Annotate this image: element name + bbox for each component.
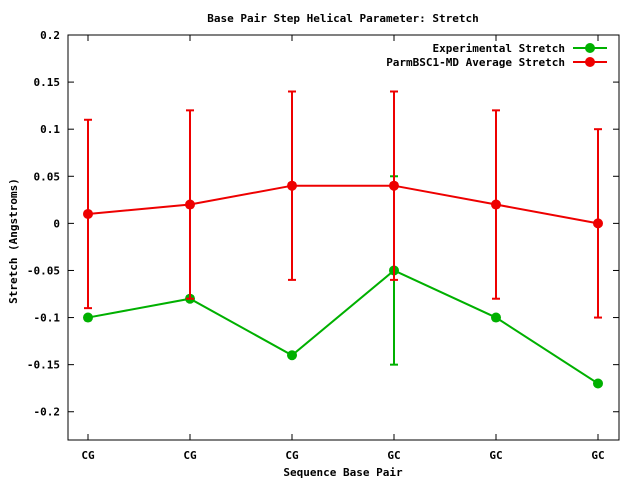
x-tick-label: CG (285, 449, 299, 462)
y-tick-label: 0.15 (34, 76, 61, 89)
data-point (593, 218, 603, 229)
y-axis-label: Stretch (Angstroms) (7, 178, 20, 304)
y-tick-label: -0.1 (34, 312, 61, 325)
data-point (491, 199, 501, 210)
plot-frame (67, 34, 620, 441)
data-point (389, 180, 399, 191)
legend-marker (585, 43, 595, 53)
data-point (83, 208, 93, 219)
data-point (491, 312, 501, 323)
x-tick-label: CG (81, 449, 95, 462)
x-tick-label: GC (387, 449, 400, 462)
x-axis-label: Sequence Base Pair (283, 466, 403, 479)
data-point (287, 180, 297, 191)
data-point (185, 199, 195, 210)
y-tick-label: 0.1 (40, 123, 60, 136)
data-point (593, 378, 603, 389)
chart-title: Base Pair Step Helical Parameter: Stretc… (207, 12, 479, 25)
x-tick-label: CG (183, 449, 197, 462)
legend-label: ParmBSC1-MD Average Stretch (386, 56, 565, 69)
y-tick-label: -0.15 (27, 359, 60, 372)
y-tick-label: -0.2 (34, 406, 61, 419)
y-tick-label: -0.05 (27, 264, 60, 277)
data-point (287, 350, 297, 361)
axis-ticks: 0.2 0.15 0.1 0.05 0 -0.05 -0.1 -0.15 -0.2 CG CG CG G… (27, 29, 619, 462)
series-layer (83, 90, 603, 389)
x-tick-label: GC (591, 449, 604, 462)
y-tick-label: 0.2 (40, 29, 60, 42)
data-point (83, 312, 93, 323)
y-tick-label: 0.05 (34, 170, 61, 183)
series-line (87, 184, 599, 225)
x-tick-label: GC (489, 449, 502, 462)
legend-marker (585, 57, 595, 67)
legend-label: Experimental Stretch (433, 42, 565, 55)
y-tick-label: 0 (53, 217, 60, 230)
series-1 (83, 90, 603, 319)
series-line (87, 269, 599, 385)
